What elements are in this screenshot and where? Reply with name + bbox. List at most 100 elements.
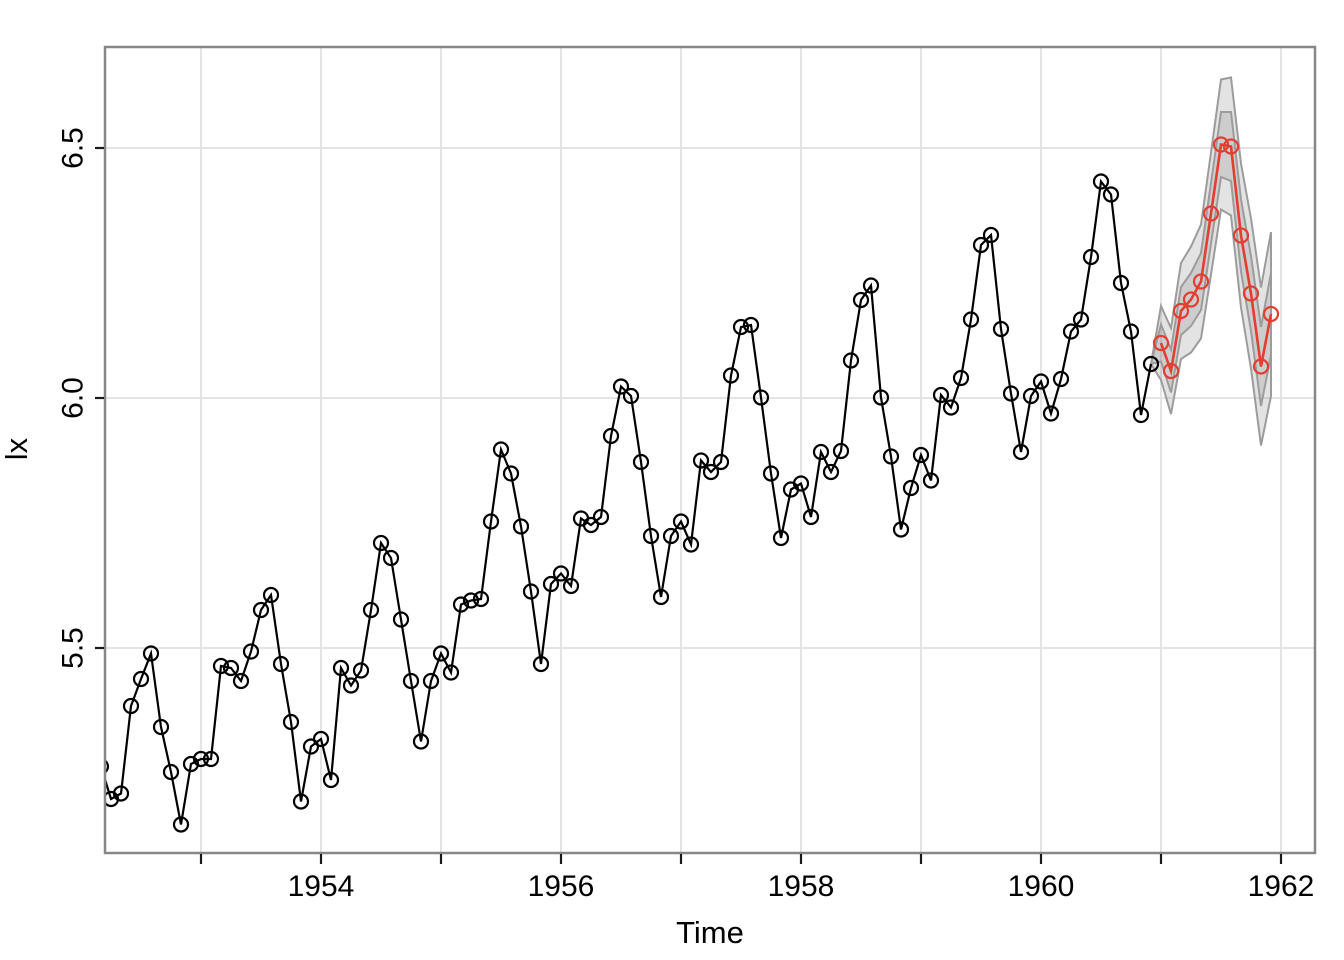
observed-point [162,763,180,781]
observed-point [322,771,340,789]
grid-layer [105,47,1315,853]
observed-point [242,643,260,660]
data-layer [105,76,1280,833]
forecast-point [1212,136,1230,153]
observed-point [972,236,990,254]
y-tick-label-6.5: 6.5 [57,127,90,169]
observed-point [832,442,850,460]
x-tick-label-1960: 1960 [1008,870,1075,903]
y-axis-ticks [95,146,104,650]
observed-point [422,672,440,690]
observed-point [392,611,410,628]
observed-point [882,448,900,465]
observed-point [382,549,400,567]
observed-point [562,577,580,595]
observed-point [192,750,210,768]
observed-point [1082,248,1100,266]
observed-point [612,378,630,395]
observed-point [772,529,790,547]
observed-point [542,575,560,593]
forecast-point [1162,362,1180,380]
observed-point [442,664,460,681]
observed-point [982,226,1000,244]
observed-point [312,730,330,748]
observed-point [282,713,300,731]
observed-point [1052,370,1070,388]
forecast-points [1152,136,1280,380]
observed-point [1132,406,1150,424]
observed-point [862,277,880,294]
observed-point [112,785,130,802]
observed-point [792,475,810,492]
observed-point [932,386,950,404]
observed-point [992,320,1010,338]
observed-line [105,178,1153,825]
observed-point [372,534,390,552]
observed-point [262,586,280,604]
observed-point [592,508,610,526]
observed-point [922,472,940,489]
observed-point [482,513,500,530]
observed-point [212,657,230,675]
observed-point [682,536,700,553]
observed-point [1102,186,1120,203]
observed-point [1032,373,1050,390]
forecast-point [1232,227,1250,244]
x-tick-label-1954: 1954 [288,870,355,903]
plot-border [103,45,1317,855]
observed-point [662,527,680,545]
observed-point [1062,323,1080,340]
observed-point [152,718,170,736]
observed-point [182,755,200,773]
observed-point [942,399,960,416]
observed-point [1092,173,1110,190]
observed-point [132,670,150,688]
observed-point [1002,385,1020,402]
observed-point [742,316,760,334]
forecast-point [1182,291,1200,308]
observed-point [122,697,140,715]
y-tick-label-5.5: 5.5 [57,627,90,669]
observed-point [822,463,840,481]
observed-point [722,367,740,384]
x-axis-title: Time [676,915,744,950]
forecast-point [1242,285,1260,302]
observed-point [232,672,250,690]
x-tick-label-1958: 1958 [768,870,835,903]
observed-point [532,655,550,673]
observed-point [652,588,670,606]
observed-point [912,446,930,464]
observed-point [1112,274,1130,292]
forecast-line [1159,142,1273,377]
observed-point [202,750,220,768]
observed-point [892,521,910,538]
observed-point [432,645,450,662]
observed-point [402,672,420,690]
observed-point [642,527,660,545]
observed-point [752,389,770,406]
observed-point [692,452,710,469]
observed-point [1072,311,1090,328]
observed-point [852,291,870,309]
observed-point [812,443,830,461]
observed-point [1122,323,1140,340]
y-axis-title: lx [0,437,34,460]
x-axis-ticks [199,854,1283,864]
observed-point [1022,387,1040,405]
observed-point [492,441,510,458]
observed-point [142,645,160,662]
observed-point [552,565,570,582]
observed-point [462,592,480,609]
observed-point [1142,355,1160,373]
observed-point [702,463,720,481]
observed-point [332,659,350,677]
prediction-band-2se [1149,76,1272,446]
y-tick-label-6: 6.0 [57,377,90,419]
observed-point [962,311,980,328]
observed-point [952,369,970,387]
observed-point [1012,443,1030,461]
forecast-point [1192,273,1210,290]
observed-point [472,590,490,608]
forecast-point [1222,138,1240,155]
